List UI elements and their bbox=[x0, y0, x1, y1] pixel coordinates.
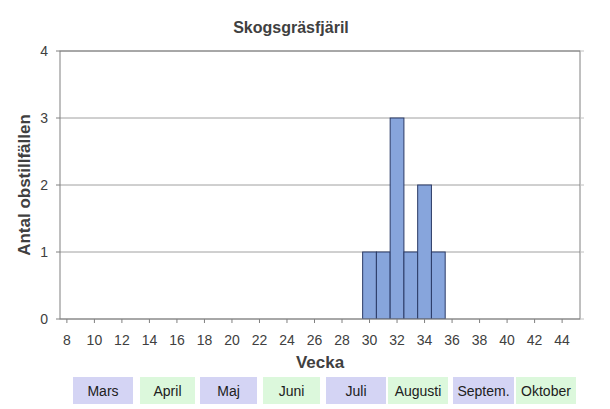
chart: 0123481012141618202224262830323436384042… bbox=[0, 0, 610, 409]
x-tick bbox=[562, 319, 563, 323]
x-tick-label: 40 bbox=[499, 332, 515, 348]
x-tick bbox=[397, 319, 398, 323]
x-tick bbox=[342, 319, 343, 323]
month-band bbox=[263, 377, 320, 404]
x-tick-label: 42 bbox=[527, 332, 543, 348]
month-band bbox=[140, 377, 195, 404]
x-tick bbox=[204, 319, 205, 323]
month-band bbox=[73, 377, 133, 404]
plot-frame bbox=[60, 51, 580, 319]
y-tick-label: 1 bbox=[40, 244, 48, 260]
x-tick bbox=[369, 319, 370, 323]
month-label: Oktober bbox=[521, 383, 571, 399]
x-tick-label: 32 bbox=[389, 332, 405, 348]
x-tick-label: 34 bbox=[417, 332, 433, 348]
month-band bbox=[388, 377, 448, 404]
x-tick bbox=[424, 319, 425, 323]
x-tick-label: 24 bbox=[279, 332, 295, 348]
y-tick-label: 3 bbox=[40, 110, 48, 126]
y-tick-right bbox=[580, 252, 584, 253]
x-tick-label: 22 bbox=[252, 332, 268, 348]
bar bbox=[404, 252, 418, 319]
month-label: Juli bbox=[345, 383, 366, 399]
x-tick-label: 26 bbox=[307, 332, 323, 348]
y-tick-right bbox=[580, 118, 584, 119]
x-tick bbox=[121, 319, 122, 323]
x-tick-label: 8 bbox=[63, 332, 71, 348]
month-band bbox=[200, 377, 257, 404]
month-label: Mars bbox=[87, 383, 118, 399]
y-tick-right bbox=[580, 185, 584, 186]
x-tick bbox=[534, 319, 535, 323]
y-tick bbox=[56, 185, 60, 186]
x-tick-label: 38 bbox=[472, 332, 488, 348]
x-tick bbox=[94, 319, 95, 323]
month-label: Septem. bbox=[457, 383, 509, 399]
x-tick bbox=[176, 319, 177, 323]
x-tick-label: 14 bbox=[142, 332, 158, 348]
bars bbox=[363, 118, 446, 319]
x-tick bbox=[66, 319, 67, 323]
x-tick bbox=[507, 319, 508, 323]
y-tick bbox=[56, 118, 60, 119]
bar bbox=[431, 252, 445, 319]
y-tick-label: 2 bbox=[40, 177, 48, 193]
month-label: Juni bbox=[279, 383, 305, 399]
grid-line bbox=[60, 118, 580, 119]
plot-area bbox=[60, 51, 580, 319]
y-tick-right bbox=[580, 51, 584, 52]
month-band bbox=[326, 377, 386, 404]
x-tick-label: 20 bbox=[224, 332, 240, 348]
x-tick bbox=[259, 319, 260, 323]
x-tick-label: 18 bbox=[197, 332, 213, 348]
x-tick bbox=[479, 319, 480, 323]
grid-line bbox=[60, 252, 580, 253]
y-tick bbox=[56, 319, 60, 320]
y-tick-label: 0 bbox=[40, 311, 48, 327]
grid-line bbox=[60, 185, 580, 186]
y-tick-right bbox=[580, 319, 584, 320]
y-tick bbox=[56, 252, 60, 253]
x-tick-label: 30 bbox=[362, 332, 378, 348]
x-tick-label: 12 bbox=[114, 332, 130, 348]
x-tick bbox=[231, 319, 232, 323]
bar bbox=[390, 118, 404, 319]
x-tick bbox=[314, 319, 315, 323]
month-label: April bbox=[153, 383, 181, 399]
x-tick-label: 36 bbox=[444, 332, 460, 348]
x-tick bbox=[286, 319, 287, 323]
x-axis-label: Vecka bbox=[296, 353, 345, 372]
title: Skogsgräsfjäril bbox=[233, 19, 349, 36]
month-label: Augusti bbox=[395, 383, 442, 399]
bar bbox=[376, 252, 390, 319]
month-band bbox=[453, 377, 514, 404]
x-tick bbox=[452, 319, 453, 323]
bar bbox=[418, 185, 432, 319]
x-tick-label: 44 bbox=[554, 332, 570, 348]
y-tick-label: 4 bbox=[40, 43, 48, 59]
x-tick-label: 28 bbox=[334, 332, 350, 348]
month-band bbox=[516, 377, 576, 404]
y-axis-label: Antal obstillfällen bbox=[15, 114, 34, 256]
bar bbox=[363, 252, 377, 319]
x-tick-label: 16 bbox=[169, 332, 185, 348]
month-label: Maj bbox=[217, 383, 240, 399]
y-tick bbox=[56, 51, 60, 52]
x-tick-label: 10 bbox=[87, 332, 103, 348]
x-tick bbox=[149, 319, 150, 323]
